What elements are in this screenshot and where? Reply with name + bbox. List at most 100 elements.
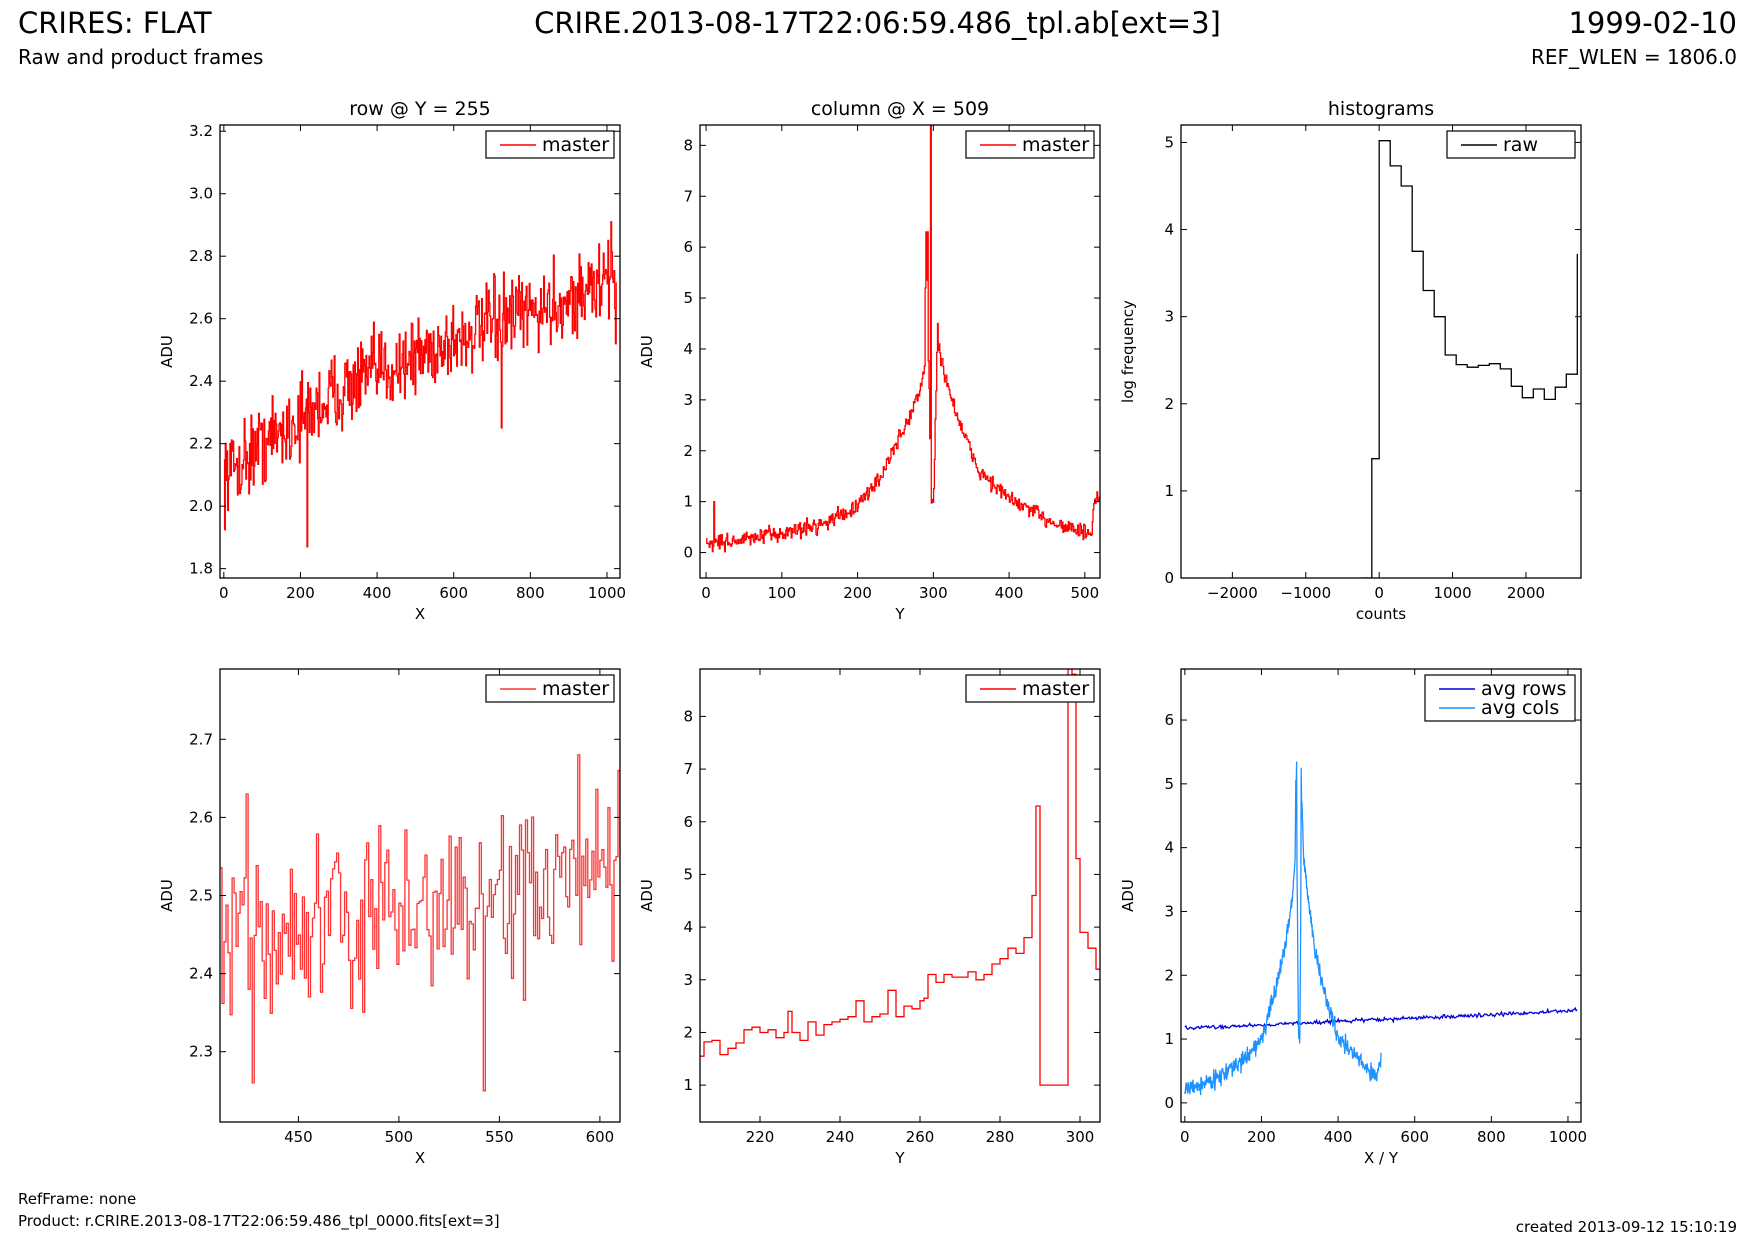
y-tick-label: 4 bbox=[683, 340, 693, 358]
y-tick-label: 2.6 bbox=[189, 808, 213, 826]
y-tick-label: 0 bbox=[1164, 1094, 1174, 1112]
x-axis-label: X bbox=[415, 1149, 425, 1167]
chart-title: histograms bbox=[1328, 98, 1434, 120]
legend-box bbox=[965, 130, 1095, 159]
series-line-master bbox=[706, 125, 1100, 553]
plot-frame bbox=[1180, 124, 1582, 579]
created-timestamp: created 2013-09-12 15:10:19 bbox=[1515, 1218, 1737, 1236]
x-tick-label: 400 bbox=[363, 584, 392, 602]
x-tick-label: 200 bbox=[1247, 1128, 1276, 1146]
y-tick-label: 5 bbox=[683, 865, 693, 883]
legend-label: master bbox=[1022, 678, 1089, 700]
y-tick-label: 4 bbox=[1164, 839, 1174, 857]
legend: raw bbox=[1446, 130, 1576, 159]
chart-rowzoom: 450 500 550 600 2.3 2.4 2.5 2.6 2.7 X ADU master bbox=[158, 668, 621, 1167]
legend: master bbox=[485, 674, 615, 703]
observation-date: 1999-02-10 bbox=[1568, 6, 1737, 40]
y-tick-label: 5 bbox=[1164, 133, 1174, 151]
x-tick-label: 1000 bbox=[588, 584, 626, 602]
x-tick-label: 2000 bbox=[1507, 584, 1545, 602]
x-tick-label: 1000 bbox=[1433, 584, 1471, 602]
y-tick-label: 8 bbox=[683, 136, 693, 154]
y-tick-label: 4 bbox=[683, 918, 693, 936]
x-axis-label: Y bbox=[894, 605, 905, 623]
y-tick-label: 1 bbox=[683, 1076, 693, 1094]
plot-frame bbox=[1180, 668, 1582, 1123]
y-tick-label: 2 bbox=[1164, 966, 1174, 984]
legend: master bbox=[485, 130, 615, 159]
chart-row: 0 200 400 600 800 1000 1.8 2.0 2.2 2.4 2.6 2.8 3.0 3.… bbox=[158, 98, 626, 623]
x-tick-label: 450 bbox=[284, 1128, 313, 1146]
x-tick-label: 0 bbox=[1180, 1128, 1190, 1146]
legend-label: avg rows bbox=[1481, 678, 1566, 700]
y-tick-label: 4 bbox=[1164, 221, 1174, 239]
series-line-avg-rows bbox=[1184, 1006, 1578, 1031]
x-tick-label: 550 bbox=[485, 1128, 514, 1146]
y-tick-label: 2.8 bbox=[189, 247, 213, 265]
chart-title: column @ X = 509 bbox=[811, 98, 989, 120]
x-tick-label: 1000 bbox=[1549, 1128, 1587, 1146]
y-axis-label: ADU bbox=[158, 335, 176, 368]
y-tick-label: 2 bbox=[1164, 395, 1174, 413]
x-tick-label: 300 bbox=[1066, 1128, 1095, 1146]
x-tick-label: 800 bbox=[516, 584, 545, 602]
file-name: CRIRE.2013-08-17T22:06:59.486_tpl.ab[ext… bbox=[534, 6, 1221, 40]
x-axis-label: X / Y bbox=[1364, 1149, 1399, 1167]
x-tick-label: 200 bbox=[286, 584, 315, 602]
y-tick-label: 1.8 bbox=[189, 560, 213, 578]
x-tick-label: −1000 bbox=[1280, 584, 1331, 602]
y-tick-label: 2.5 bbox=[189, 887, 213, 905]
x-tick-label: 500 bbox=[1071, 584, 1100, 602]
y-axis-label: ADU bbox=[158, 879, 176, 912]
page-title: CRIRES: FLAT bbox=[18, 6, 212, 40]
y-tick-label: 2.6 bbox=[189, 310, 213, 328]
series-line-raw bbox=[1361, 140, 1578, 578]
ref-frame-note: RefFrame: none bbox=[18, 1190, 137, 1208]
y-tick-label: 6 bbox=[1164, 711, 1174, 729]
series-line-master bbox=[223, 221, 617, 548]
plot-frame bbox=[699, 124, 1101, 579]
x-tick-label: 400 bbox=[995, 584, 1024, 602]
y-tick-label: 3 bbox=[683, 391, 693, 409]
x-tick-label: 260 bbox=[906, 1128, 935, 1146]
series-line-avg-cols bbox=[1184, 761, 1382, 1096]
y-tick-label: 6 bbox=[683, 238, 693, 256]
y-axis-label: ADU bbox=[638, 335, 656, 368]
y-tick-label: 1 bbox=[1164, 1030, 1174, 1048]
y-tick-label: 3.0 bbox=[189, 185, 213, 203]
x-tick-label: 280 bbox=[986, 1128, 1015, 1146]
x-axis-label: counts bbox=[1356, 605, 1406, 623]
x-tick-label: −2000 bbox=[1207, 584, 1258, 602]
y-tick-label: 0 bbox=[683, 544, 693, 562]
series-line-master bbox=[700, 669, 1100, 1086]
y-tick-label: 0 bbox=[1164, 569, 1174, 587]
y-tick-label: 2 bbox=[683, 1023, 693, 1041]
y-tick-label: 3 bbox=[1164, 902, 1174, 920]
chart-hist: −2000 −1000 0 1000 2000 0 1 2 3 4 5 histograms count… bbox=[1119, 98, 1582, 623]
y-tick-label: 7 bbox=[683, 760, 693, 778]
x-tick-label: 600 bbox=[1400, 1128, 1429, 1146]
series-line-master bbox=[220, 754, 620, 1092]
y-tick-label: 6 bbox=[683, 813, 693, 831]
x-tick-label: 500 bbox=[385, 1128, 414, 1146]
y-tick-label: 5 bbox=[1164, 775, 1174, 793]
legend-label: master bbox=[542, 134, 609, 156]
x-tick-label: 0 bbox=[701, 584, 711, 602]
y-tick-label: 2.4 bbox=[189, 372, 213, 390]
x-tick-label: 240 bbox=[826, 1128, 855, 1146]
y-tick-label: 1 bbox=[683, 493, 693, 511]
chart-colzoom: 220 240 260 280 300 1 2 3 4 5 6 7 8 Y ADU master bbox=[638, 668, 1101, 1167]
x-axis-label: Y bbox=[894, 1149, 905, 1167]
legend-box bbox=[1424, 674, 1576, 722]
chart-col: 0 100 200 300 400 500 0 1 2 3 4 5 6 7 8 column @ X = 50… bbox=[638, 98, 1101, 623]
plot-frame bbox=[699, 668, 1101, 1123]
chart-avg: 0 200 400 600 800 1000 0 1 2 3 4 5 6 X / Y ADU avg rows… bbox=[1119, 668, 1587, 1167]
y-tick-label: 3.2 bbox=[189, 122, 213, 140]
x-tick-label: 220 bbox=[746, 1128, 775, 1146]
y-axis-label: ADU bbox=[638, 879, 656, 912]
y-tick-label: 1 bbox=[1164, 482, 1174, 500]
page-subtitle: Raw and product frames bbox=[18, 45, 264, 69]
y-tick-label: 2 bbox=[683, 442, 693, 460]
x-tick-label: 200 bbox=[843, 584, 872, 602]
